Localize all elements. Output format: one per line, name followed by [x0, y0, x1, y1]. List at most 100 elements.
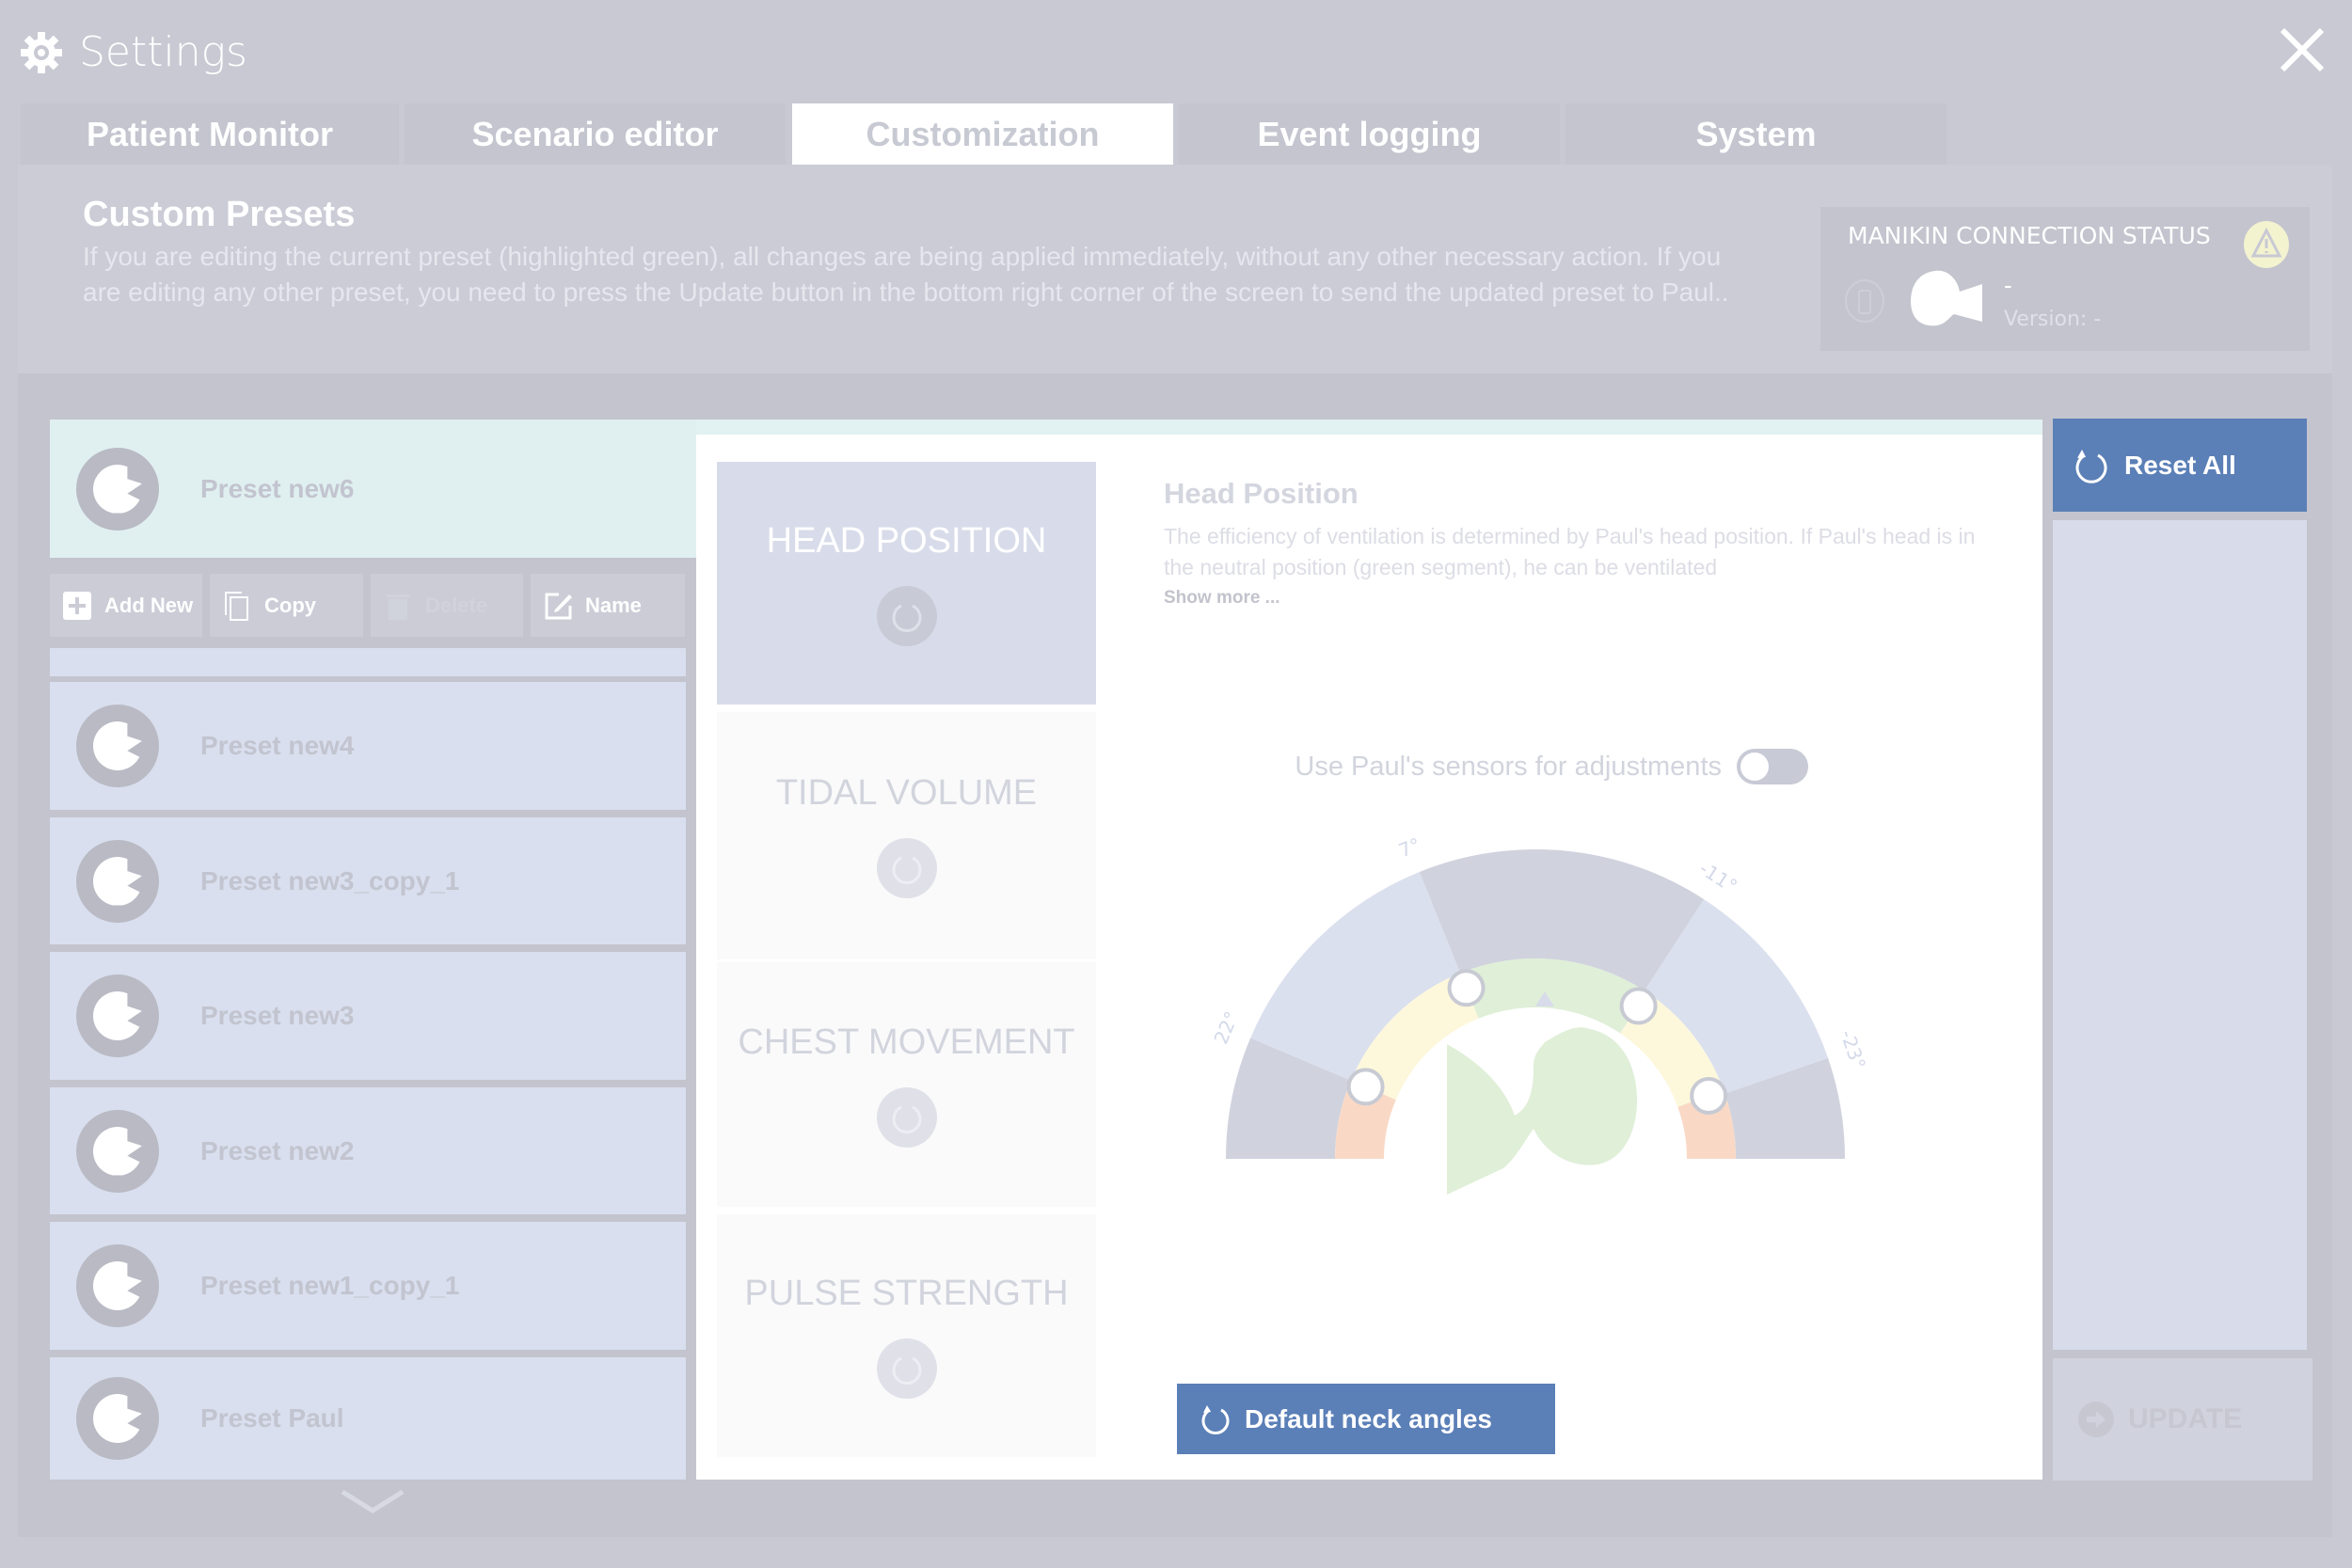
- battery-icon: [1845, 279, 1884, 323]
- angle-handle[interactable]: [1447, 969, 1486, 1007]
- preset-avatar-icon: [76, 447, 159, 531]
- preset-item[interactable]: Preset new3: [50, 952, 686, 1080]
- preset-avatar-icon: [76, 705, 159, 787]
- reset-all-label: Reset All: [2124, 450, 2236, 480]
- preset-item[interactable]: Preset new4: [50, 682, 686, 810]
- page-title: Custom Presets: [83, 195, 356, 234]
- section-description: The efficiency of ventilation is determi…: [1164, 524, 1976, 579]
- gauge-outer-segment: [1419, 849, 1705, 991]
- plus-icon: [63, 591, 91, 620]
- angle-label: -23°: [1836, 1027, 1870, 1072]
- preset-label: Preset new6: [200, 473, 355, 503]
- angle-label: 7°: [1395, 833, 1423, 863]
- preset-item-selected[interactable]: Preset new6: [50, 420, 697, 558]
- preset-label: Preset new2: [200, 1135, 355, 1165]
- copy-button[interactable]: Copy: [210, 574, 363, 637]
- gear-icon: [21, 32, 62, 73]
- edit-icon: [544, 592, 572, 620]
- category-label: HEAD POSITION: [766, 520, 1047, 561]
- update-label: UPDATE: [2128, 1403, 2243, 1434]
- manikin-head-icon: [1911, 270, 1982, 326]
- add-new-button[interactable]: Add New: [50, 574, 202, 637]
- preset-avatar-icon: [76, 839, 159, 923]
- gauge-outer-segment: [1250, 871, 1461, 1081]
- gauge-outer-segment: [1645, 899, 1829, 1094]
- preset-label: Preset new4: [200, 731, 355, 760]
- section-text-block: Head Position The efficiency of ventilat…: [1164, 476, 1992, 610]
- neutral-marker-icon: [1535, 991, 1554, 1006]
- reset-icon: [876, 1338, 937, 1399]
- preset-label: Preset new3_copy_1: [200, 865, 460, 895]
- arrow-right-circle-icon: [2078, 1402, 2114, 1437]
- tab-scenario-editor[interactable]: Scenario editor: [405, 103, 786, 165]
- gauge-outer-segment: [1226, 1037, 1351, 1159]
- default-neck-angles-label: Default neck angles: [1245, 1403, 1492, 1433]
- manikin-version: Version: -: [2004, 308, 2102, 331]
- category-pulse-strength[interactable]: PULSE STRENGTH: [717, 1214, 1096, 1457]
- category-label: PULSE STRENGTH: [744, 1273, 1069, 1313]
- gauge-outer-segment: [1724, 1057, 1845, 1159]
- preset-item[interactable]: Preset new1_copy_1: [50, 1222, 686, 1350]
- sensor-toggle-label: Use Paul's sensors for adjustments: [1295, 752, 1722, 782]
- angle-label: 22°: [1209, 1008, 1243, 1048]
- rename-label: Name: [585, 593, 642, 617]
- tab-customization[interactable]: Customization: [792, 103, 1173, 165]
- gauge-zone-segment: [1335, 1080, 1396, 1159]
- preset-avatar-icon: [76, 1109, 159, 1193]
- category-label: TIDAL VOLUME: [775, 773, 1038, 813]
- section-title: Head Position: [1164, 477, 1359, 510]
- preset-avatar-icon: [76, 974, 159, 1057]
- delete-button[interactable]: Delete: [371, 574, 523, 637]
- reset-icon: [1201, 1404, 1230, 1434]
- header-text-block: Custom Presets If you are editing the cu…: [83, 194, 1739, 310]
- reset-icon: [876, 838, 937, 898]
- tab-event-logging[interactable]: Event logging: [1179, 103, 1560, 165]
- reset-all-button[interactable]: Reset All: [2053, 419, 2307, 512]
- preset-item[interactable]: Preset Paul: [50, 1357, 686, 1480]
- manikin-name: -: [2004, 271, 2012, 299]
- rename-button[interactable]: Name: [531, 574, 685, 637]
- category-tidal-volume[interactable]: TIDAL VOLUME: [717, 712, 1096, 959]
- trash-icon: [384, 592, 412, 620]
- tab-system[interactable]: System: [1565, 103, 1947, 165]
- category-chest-movement[interactable]: CHEST MOVEMENT: [717, 962, 1096, 1207]
- gauge-zone-segment: [1350, 973, 1479, 1101]
- window-title: Settings: [79, 28, 247, 76]
- close-icon[interactable]: [2277, 24, 2328, 75]
- page-description: If you are editing the current preset (h…: [83, 242, 1729, 307]
- preset-item[interactable]: Preset new2: [50, 1087, 686, 1214]
- reset-icon: [876, 585, 937, 646]
- reset-icon: [2075, 449, 2107, 483]
- add-new-label: Add New: [104, 593, 194, 617]
- category-head-position[interactable]: HEAD POSITION: [717, 462, 1096, 705]
- tab-patient-monitor[interactable]: Patient Monitor: [21, 103, 399, 165]
- copy-label: Copy: [264, 593, 316, 617]
- angle-label: -11°: [1695, 857, 1741, 897]
- preset-label: Preset new3: [200, 1001, 355, 1030]
- angle-handle[interactable]: [1346, 1068, 1385, 1106]
- angle-handle[interactable]: [1619, 987, 1658, 1025]
- head-angle-gauge: 22° 7° -11° -23°: [1209, 833, 1870, 1195]
- default-neck-angles-button[interactable]: Default neck angles: [1177, 1384, 1555, 1454]
- warning-icon: [2244, 221, 2289, 268]
- update-button[interactable]: UPDATE: [2053, 1358, 2312, 1481]
- angle-handle[interactable]: [1690, 1076, 1728, 1115]
- head-silhouette-icon: [1447, 1027, 1637, 1195]
- preset-item-partial[interactable]: [50, 648, 686, 676]
- gauge-zone-segment: [1460, 958, 1648, 1034]
- sensor-toggle[interactable]: [1737, 749, 1808, 784]
- preset-avatar-icon: [76, 1377, 159, 1460]
- chevron-down-icon[interactable]: [339, 1488, 406, 1516]
- show-more-link[interactable]: Show more ...: [1164, 588, 1280, 608]
- preset-item[interactable]: Preset new3_copy_1: [50, 817, 686, 944]
- reset-icon: [876, 1086, 937, 1148]
- category-label: CHEST MOVEMENT: [738, 1022, 1075, 1062]
- preset-avatar-icon: [76, 1244, 159, 1327]
- right-side-panel: [2053, 520, 2307, 1350]
- connection-status-panel: [1820, 207, 2310, 351]
- connection-status-title: MANIKIN CONNECTION STATUS: [1848, 222, 2211, 249]
- delete-label: Delete: [425, 593, 488, 617]
- preset-label: Preset Paul: [200, 1403, 344, 1433]
- preset-label: Preset new1_copy_1: [200, 1271, 460, 1300]
- copy-icon: [223, 591, 251, 621]
